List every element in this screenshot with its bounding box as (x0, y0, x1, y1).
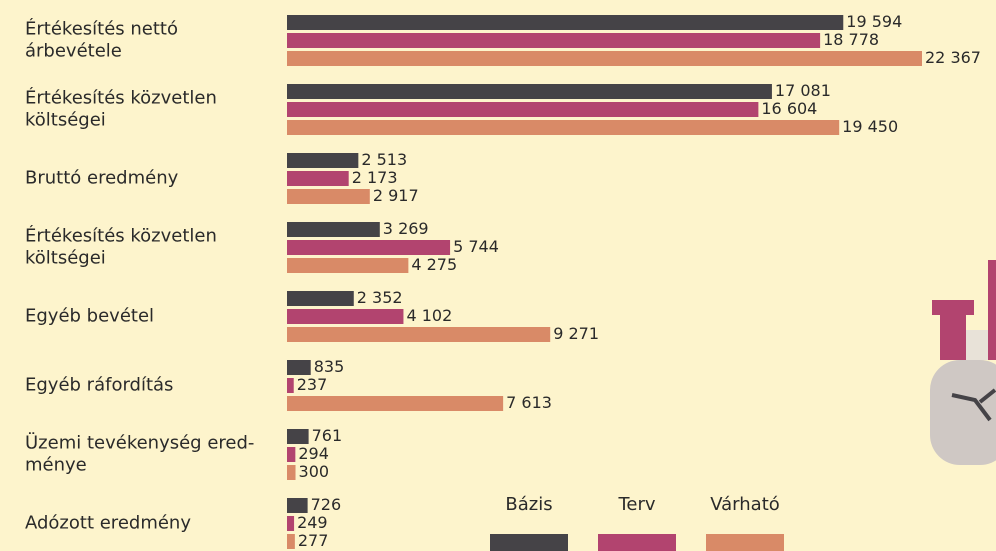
bar (287, 360, 311, 375)
legend-label: Várható (710, 494, 780, 515)
bar (287, 189, 370, 204)
bar (287, 309, 404, 324)
value-label: 2 917 (373, 186, 419, 205)
value-label: 726 (311, 495, 342, 514)
value-label: 4 275 (411, 255, 457, 274)
value-label: 9 271 (553, 324, 599, 343)
value-label: 19 594 (846, 12, 902, 31)
value-label: 16 604 (761, 99, 817, 118)
category-label: Egyéb ráfordítás (25, 375, 173, 396)
bar (287, 171, 349, 186)
bar (287, 396, 504, 411)
value-label: 835 (314, 357, 345, 376)
bar (287, 291, 354, 306)
category-label: Bruttó eredmény (25, 168, 179, 189)
bar (287, 102, 759, 117)
legend-swatch (598, 534, 676, 551)
bar (287, 15, 844, 30)
category-label: árbevétele (25, 41, 122, 62)
legend-label: Bázis (505, 494, 552, 515)
bar (287, 84, 772, 99)
bar (287, 258, 409, 273)
category-label: Értékesítés nettó (25, 18, 178, 40)
category-label: Üzemi tevékenység ered- (25, 432, 254, 454)
value-label: 300 (299, 462, 330, 481)
category-label: költségei (25, 110, 106, 131)
value-label: 249 (297, 513, 328, 532)
value-label: 3 269 (383, 219, 429, 238)
bar (287, 465, 296, 480)
bar (287, 222, 380, 237)
value-label: 2 173 (352, 168, 398, 187)
bar (287, 378, 294, 393)
bar (287, 240, 451, 255)
value-label: 2 513 (361, 150, 407, 169)
bar (287, 120, 840, 135)
bar (287, 51, 922, 66)
value-label: 761 (312, 426, 343, 445)
bar (287, 447, 296, 462)
bar (287, 534, 295, 549)
category-label: Egyéb bevétel (25, 306, 154, 327)
bar (287, 33, 821, 48)
value-label: 4 102 (406, 306, 452, 325)
value-label: 5 744 (453, 237, 499, 256)
value-label: 19 450 (842, 117, 898, 136)
legend-label: Terv (617, 494, 655, 515)
legend-swatch (706, 534, 784, 551)
bar (287, 153, 359, 168)
bar (287, 498, 308, 513)
category-label: Adózott eredmény (25, 513, 191, 534)
category-label: Értékesítés közvetlen (25, 87, 217, 109)
value-label: 294 (298, 444, 329, 463)
value-label: 18 778 (823, 30, 879, 49)
category-label: Értékesítés közvetlen (25, 225, 217, 247)
category-label: ménye (25, 455, 87, 476)
legend-swatch (490, 534, 568, 551)
value-label: 277 (298, 531, 329, 550)
bar (287, 516, 295, 531)
value-label: 22 367 (925, 48, 981, 67)
value-label: 2 352 (357, 288, 403, 307)
bar (287, 327, 551, 342)
value-label: 7 613 (506, 393, 552, 412)
bar (287, 429, 309, 444)
decoration (930, 260, 996, 465)
value-label: 17 081 (775, 81, 831, 100)
value-label: 237 (297, 375, 328, 394)
category-label: költségei (25, 248, 106, 269)
